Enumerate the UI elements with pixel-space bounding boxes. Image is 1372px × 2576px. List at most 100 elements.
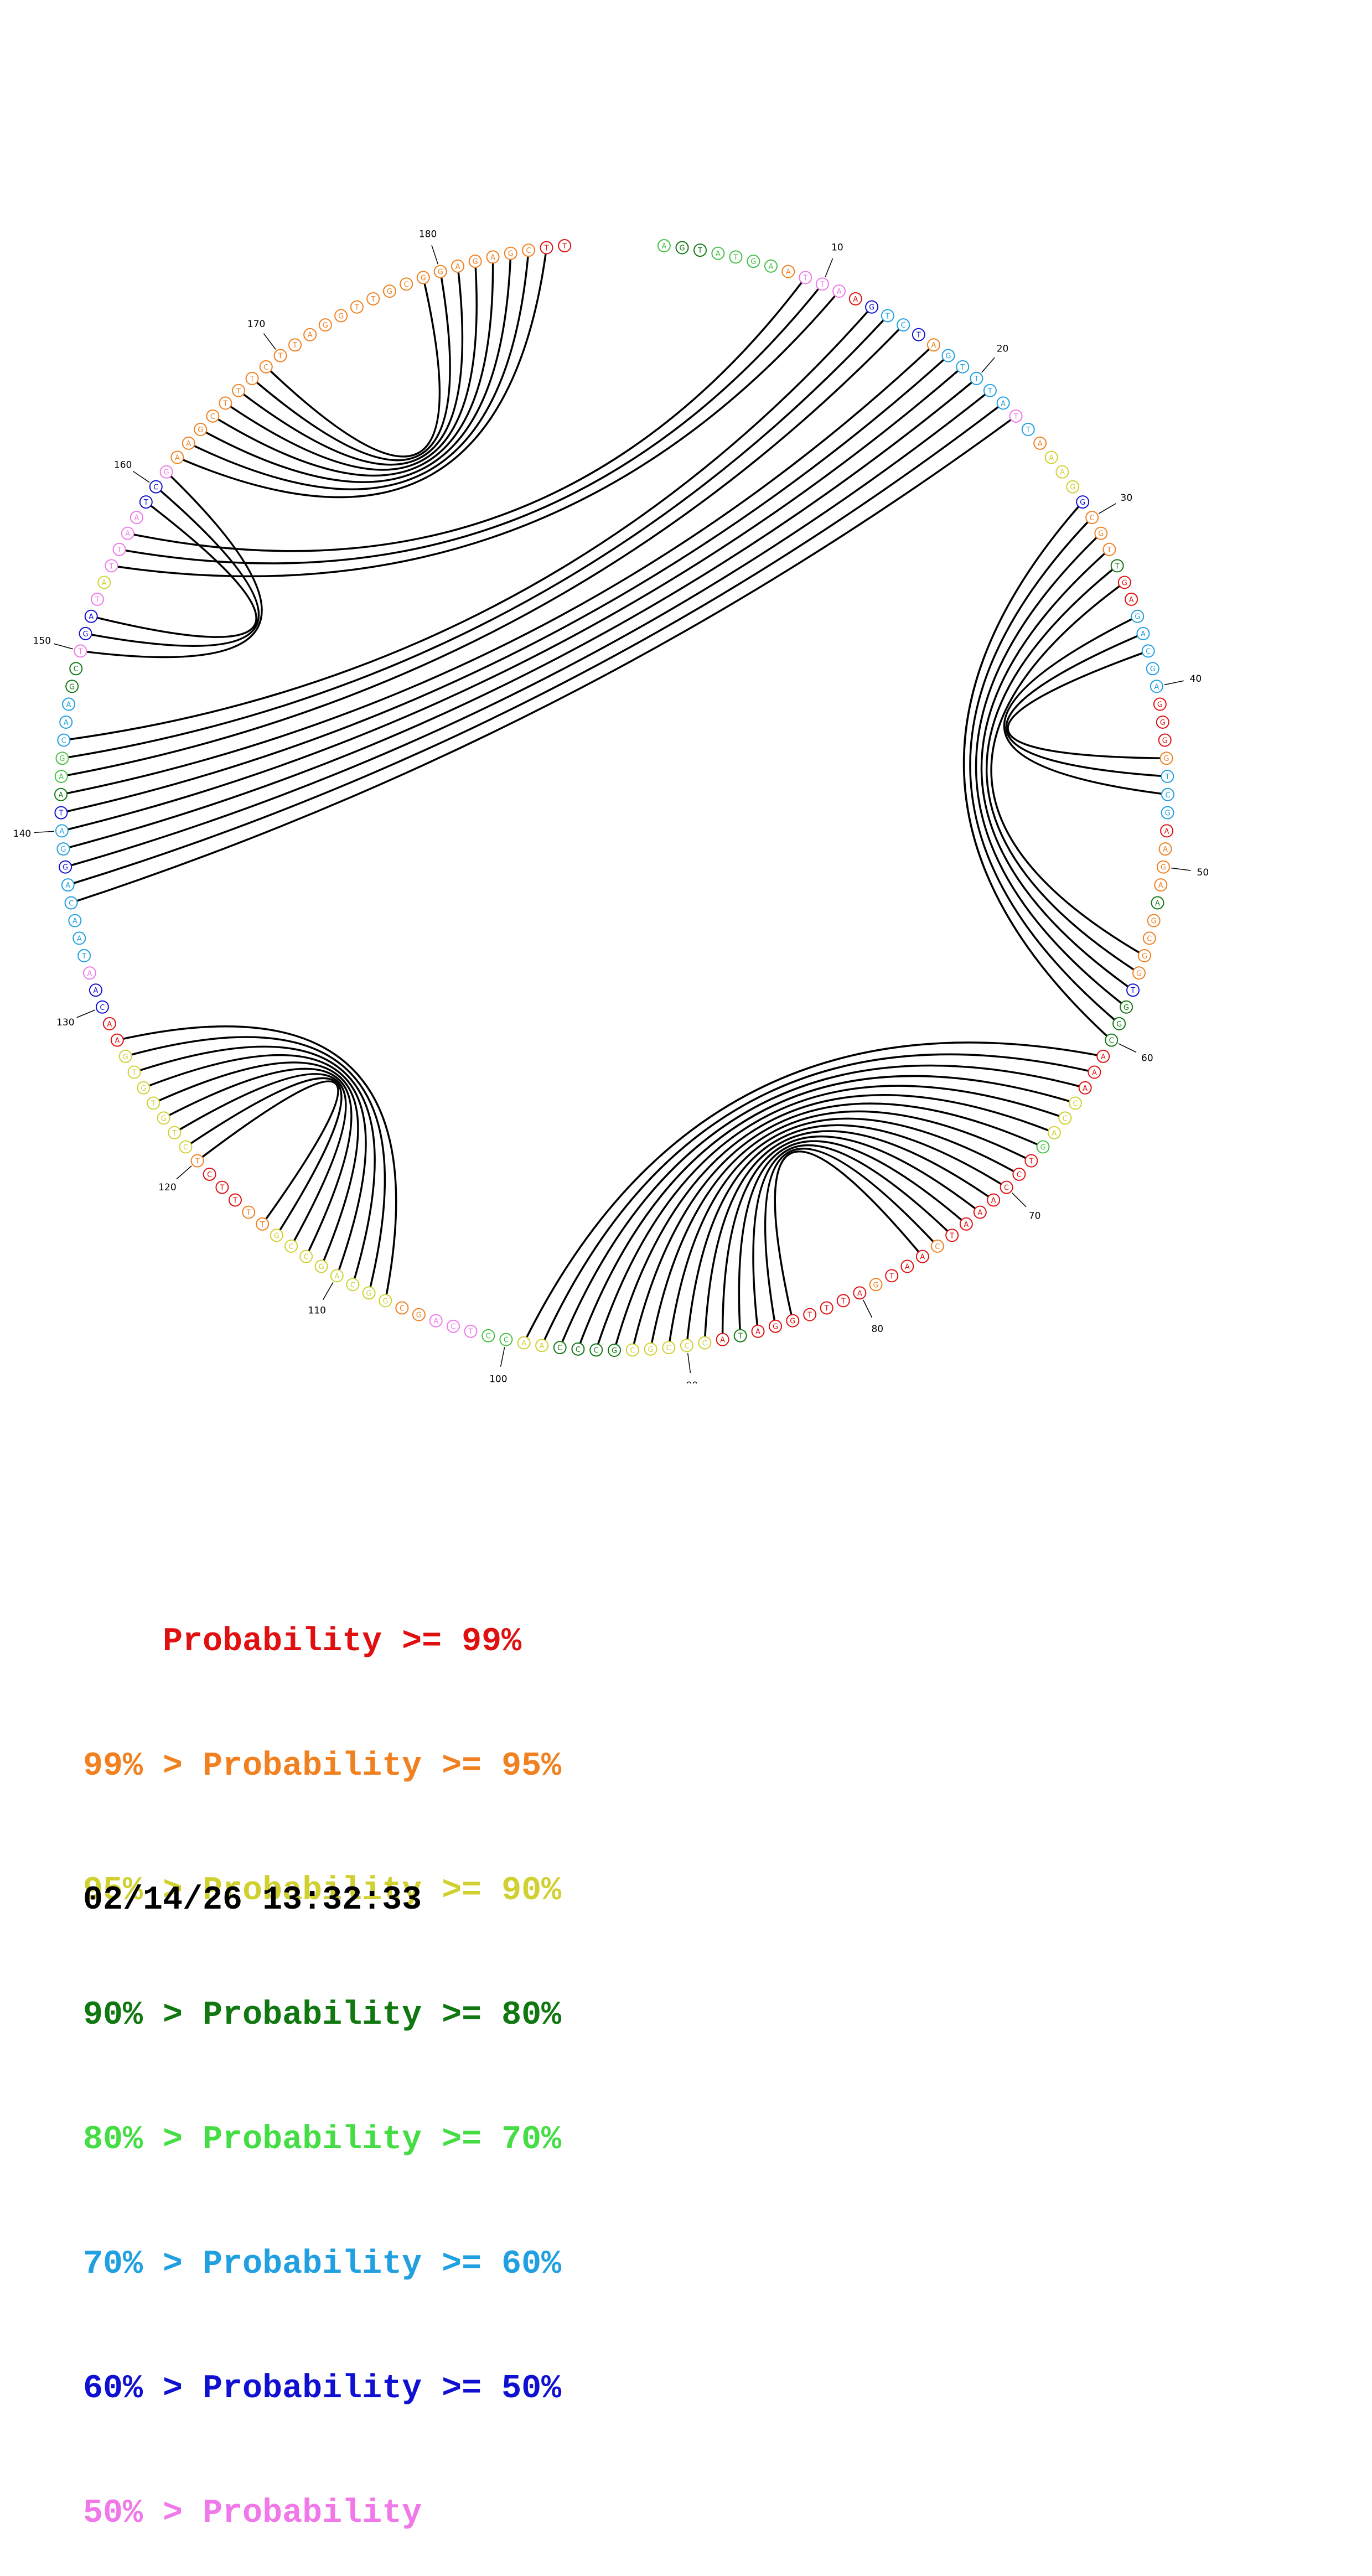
nucleotide-circle bbox=[1112, 1017, 1126, 1030]
nucleotide: G bbox=[1120, 1000, 1133, 1014]
nucleotide: A bbox=[102, 1017, 116, 1030]
nucleotide-circle bbox=[242, 1205, 256, 1219]
nucleotide-letter: G bbox=[1161, 864, 1166, 872]
nucleotide: A bbox=[303, 328, 317, 341]
nucleotide-circle bbox=[1147, 914, 1161, 927]
nucleotide-circle bbox=[869, 1278, 883, 1292]
position-tick bbox=[76, 1009, 96, 1018]
base-pair-arc bbox=[188, 250, 530, 490]
nucleotide: C bbox=[1141, 644, 1155, 658]
nucleotide-circle bbox=[786, 1314, 800, 1328]
base-pair-arc bbox=[174, 1073, 347, 1247]
nucleotide-letter: C bbox=[504, 1336, 509, 1345]
legend-text: Probability >= 60% bbox=[203, 2246, 562, 2283]
nucleotide: T bbox=[799, 271, 812, 284]
legend-row-2: 99% > Probability >= 95% bbox=[83, 1746, 561, 1787]
nucleotide-letter: C bbox=[486, 1333, 491, 1341]
nucleotide-letter: G bbox=[945, 353, 951, 361]
nucleotide: T bbox=[127, 1065, 141, 1079]
probability-legend: Probability >= 99% 99% > Probability >= … bbox=[83, 1538, 561, 2576]
legend-text: Probability >= 90% bbox=[203, 1872, 562, 1910]
nucleotide: C bbox=[662, 1341, 676, 1355]
base-pair-arc bbox=[541, 1053, 1095, 1346]
base-pair-arc bbox=[980, 548, 1134, 991]
nucleotide: A bbox=[1154, 878, 1168, 892]
nucleotide-letter: G bbox=[1165, 810, 1171, 818]
nucleotide-circle bbox=[56, 842, 70, 856]
nucleotide-letter: T bbox=[949, 1232, 954, 1240]
position-label: 100 bbox=[489, 1373, 507, 1383]
nucleotide-letter: T bbox=[960, 364, 965, 372]
nucleotide: G bbox=[941, 349, 955, 362]
nucleotide: T bbox=[215, 1180, 229, 1194]
nucleotide-letter: C bbox=[74, 665, 79, 673]
nucleotide: G bbox=[675, 241, 689, 255]
base-pair-arc bbox=[111, 291, 840, 578]
nucleotide: A bbox=[59, 715, 73, 729]
legend-prefix: 95% > bbox=[83, 1872, 203, 1910]
nucleotide: G bbox=[1036, 1140, 1050, 1154]
nucleotide: C bbox=[395, 1301, 409, 1315]
nucleotide-letter: G bbox=[1116, 1020, 1122, 1029]
nucleotide-circle bbox=[1131, 609, 1145, 623]
base-pair-arc bbox=[143, 1054, 367, 1276]
nucleotide: G bbox=[468, 255, 482, 268]
nucleotide-circle bbox=[232, 383, 246, 397]
nucleotide: T bbox=[350, 300, 364, 314]
nucleotide-letter: A bbox=[490, 253, 495, 262]
nucleotide-letter: A bbox=[1155, 899, 1160, 908]
legend-text: Probability >= 95% bbox=[203, 1748, 562, 1785]
nucleotide-circle bbox=[273, 349, 287, 362]
position-tick bbox=[132, 470, 150, 483]
nucleotide-circle bbox=[379, 1294, 392, 1308]
position-label: 130 bbox=[56, 1017, 74, 1028]
nucleotide: G bbox=[118, 1049, 132, 1063]
nucleotide-circle bbox=[118, 1049, 132, 1063]
nucleotide: G bbox=[747, 255, 760, 268]
nucleotide-letter: A bbox=[433, 1318, 438, 1326]
nucleotide-circle bbox=[930, 1239, 944, 1253]
position-tick bbox=[862, 1299, 873, 1318]
base-pair-arc bbox=[649, 1110, 1032, 1350]
nucleotide-letter: C bbox=[153, 484, 158, 492]
base-pair-arc bbox=[153, 1061, 359, 1267]
nucleotide-circle bbox=[1058, 1111, 1072, 1125]
nucleotide: A bbox=[1125, 592, 1138, 606]
nucleotide: G bbox=[1131, 609, 1145, 623]
position-tick bbox=[1164, 680, 1184, 686]
position-label: 150 bbox=[33, 635, 51, 646]
nucleotide: A bbox=[54, 769, 68, 783]
nucleotide-circle bbox=[1096, 1049, 1110, 1063]
nucleotide: G bbox=[1076, 495, 1090, 509]
nucleotide-letter: T bbox=[916, 331, 921, 340]
nucleotide-letter: A bbox=[1038, 440, 1043, 448]
nucleotide-circle bbox=[1076, 495, 1090, 509]
nucleotide: G bbox=[869, 1278, 883, 1292]
nucleotide-circle bbox=[79, 626, 92, 640]
nucleotide: A bbox=[764, 259, 778, 273]
nucleotide: G bbox=[318, 318, 332, 332]
nucleotide-circle bbox=[558, 239, 572, 253]
nucleotide-circle bbox=[1159, 751, 1173, 765]
nucleotide: C bbox=[446, 1319, 460, 1333]
nucleotide-circle bbox=[625, 1343, 639, 1357]
nucleotide: G bbox=[270, 1229, 283, 1242]
nucleotide: T bbox=[1009, 409, 1023, 423]
position-tick bbox=[500, 1347, 505, 1367]
nucleotide: C bbox=[284, 1239, 298, 1253]
nucleotide: A bbox=[170, 450, 184, 464]
nucleotide: A bbox=[110, 1033, 124, 1047]
nucleotide-circle bbox=[693, 243, 707, 257]
nucleotide-letter: T bbox=[354, 304, 359, 312]
nucleotide-circle bbox=[657, 239, 671, 253]
nucleotide-circle bbox=[1066, 480, 1080, 494]
nucleotide-circle bbox=[589, 1343, 603, 1357]
nucleotide: A bbox=[1096, 1049, 1110, 1063]
nucleotide-circle bbox=[836, 1294, 850, 1308]
nucleotide: C bbox=[680, 1339, 693, 1352]
nucleotide-circle bbox=[179, 1140, 193, 1154]
nucleotide: A bbox=[429, 1314, 443, 1328]
nucleotide-circle bbox=[468, 255, 482, 268]
nucleotide-letter: G bbox=[123, 1053, 128, 1061]
nucleotide: T bbox=[836, 1294, 850, 1308]
